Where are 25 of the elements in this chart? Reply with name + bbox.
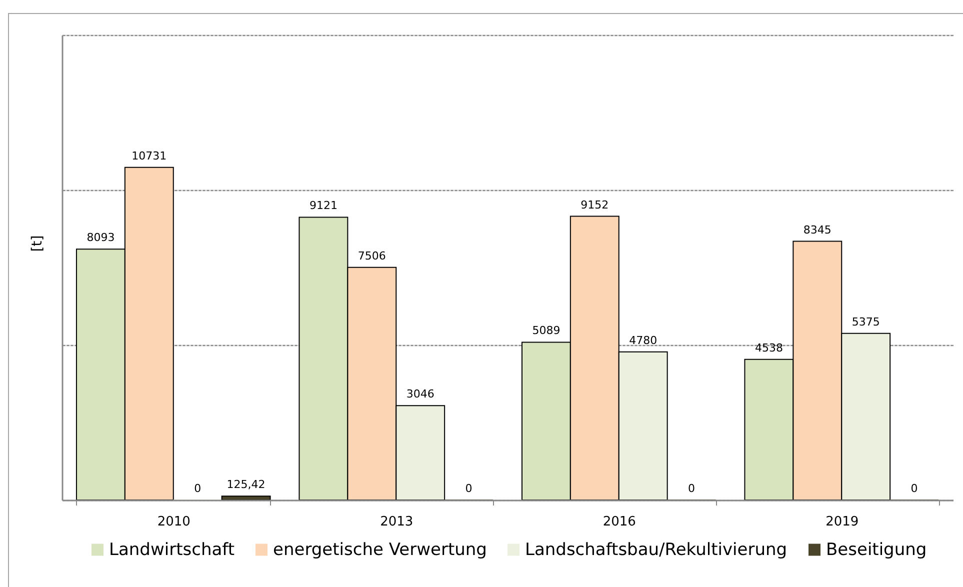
x-tick-label: 2013 xyxy=(380,514,414,530)
y-axis-title: [t] xyxy=(30,235,46,252)
data-label: 0 xyxy=(910,482,918,495)
data-label: 8093 xyxy=(86,231,115,244)
data-label: 9121 xyxy=(309,199,338,212)
legend-label: energetische Verwertung xyxy=(273,540,487,560)
data-label: 7506 xyxy=(358,249,386,262)
data-label: 0 xyxy=(688,482,696,495)
data-label: 0 xyxy=(465,482,472,495)
data-label: 0 xyxy=(194,482,202,495)
legend-label: Landschaftsbau/Rekultivierung xyxy=(525,540,788,560)
data-label: 5089 xyxy=(532,324,560,338)
x-tick-label: 2010 xyxy=(157,514,190,530)
data-label: 125,42 xyxy=(226,478,266,492)
legend-label: Beseitigung xyxy=(826,540,927,560)
legend-label: Landwirtschaft xyxy=(109,540,235,560)
data-label: 9152 xyxy=(580,198,609,212)
data-label: 4538 xyxy=(754,341,783,354)
data-label: 4780 xyxy=(629,334,658,347)
data-label: 10731 xyxy=(132,149,167,162)
x-tick-label: 2019 xyxy=(826,514,859,530)
x-tick-label: 2016 xyxy=(602,514,636,530)
data-label: 3046 xyxy=(406,388,434,401)
data-label: 8345 xyxy=(803,223,832,236)
data-label: 5375 xyxy=(852,315,880,328)
